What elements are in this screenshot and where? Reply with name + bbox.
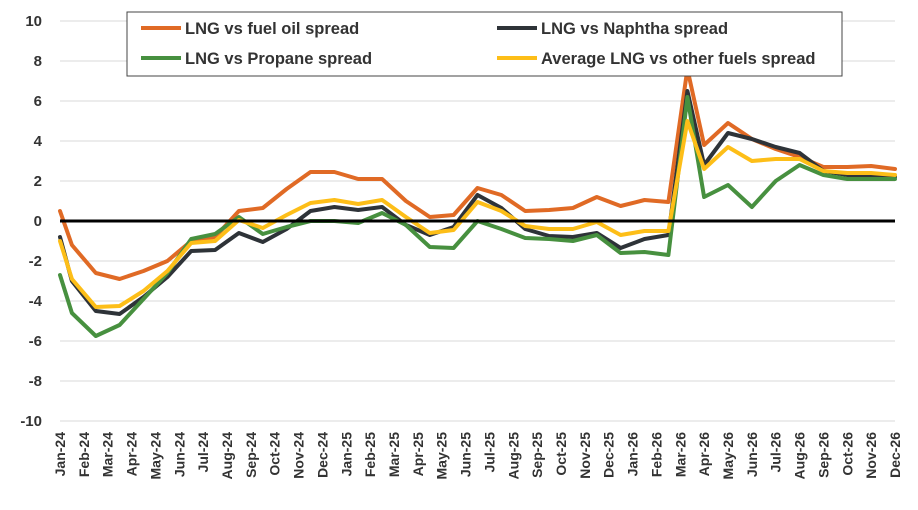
x-tick-label: Oct-25 — [553, 432, 569, 476]
series-lines — [58, 67, 897, 338]
x-tick-label: Nov-26 — [863, 432, 879, 479]
x-tick-label: Aug-24 — [219, 432, 235, 480]
y-axis-ticks: -10 -8 -6 -4 -2 0 2 4 6 8 10 — [20, 13, 42, 430]
x-tick-label: May-24 — [147, 432, 163, 480]
x-tick-label: Mar-26 — [672, 432, 688, 477]
y-tick-label: -4 — [29, 293, 43, 310]
x-tick-label: May-26 — [720, 432, 736, 480]
y-tick-label: 6 — [34, 93, 42, 110]
y-tick-label: 2 — [34, 173, 42, 190]
y-tick-label: -6 — [29, 333, 42, 350]
legend: LNG vs fuel oil spread LNG vs Naphtha spr… — [126, 11, 843, 77]
x-tick-label: May-25 — [434, 432, 450, 480]
x-tick-label: Feb-24 — [76, 432, 92, 477]
x-tick-label: Jul-24 — [195, 432, 211, 473]
x-tick-label: Feb-26 — [648, 432, 664, 477]
legend-label: LNG vs fuel oil spread — [185, 20, 359, 38]
x-tick-label: Jun-24 — [171, 432, 187, 477]
series-line-3 — [58, 95, 897, 338]
x-tick-label: Aug-25 — [505, 432, 521, 480]
x-tick-label: Apr-25 — [410, 432, 426, 477]
x-tick-label: Nov-25 — [577, 432, 593, 479]
x-axis-ticks: Jan-24 Feb-24 Mar-24 Apr-24 May-24 Jun-24 Jul-… — [52, 432, 903, 480]
y-tick-label: -10 — [20, 413, 42, 430]
x-tick-label: Dec-26 — [887, 432, 903, 478]
x-tick-label: Jun-25 — [458, 432, 474, 477]
legend-box — [126, 11, 843, 77]
legend-label: Average LNG vs other fuels spread — [541, 50, 815, 68]
x-tick-label: Jan-24 — [52, 432, 68, 477]
y-tick-label: 8 — [34, 53, 42, 70]
x-tick-label: Jul-25 — [481, 432, 497, 473]
x-tick-label: Dec-25 — [601, 432, 617, 478]
x-tick-label: Sep-25 — [529, 432, 545, 478]
y-tick-label: -8 — [29, 373, 42, 390]
x-tick-label: Jun-26 — [744, 432, 760, 477]
x-tick-label: Apr-24 — [124, 432, 140, 477]
x-tick-label: Oct-24 — [267, 432, 283, 476]
x-tick-label: Aug-26 — [792, 432, 808, 480]
x-tick-label: Oct-26 — [839, 432, 855, 476]
y-tick-label: 0 — [34, 213, 42, 230]
series-line-2 — [58, 89, 897, 316]
x-tick-label: Feb-25 — [362, 432, 378, 477]
y-tick-label: 10 — [25, 13, 42, 30]
x-tick-label: Jul-26 — [768, 432, 784, 473]
legend-label: LNG vs Naphtha spread — [541, 20, 728, 38]
x-tick-label: Apr-26 — [696, 432, 712, 477]
x-tick-label: Jan-26 — [625, 432, 641, 477]
x-tick-label: Dec-24 — [314, 432, 330, 478]
series-line-4 — [58, 119, 897, 309]
x-tick-label: Jan-25 — [338, 432, 354, 477]
x-tick-label: Sep-26 — [815, 432, 831, 478]
x-tick-label: Mar-24 — [100, 432, 116, 477]
y-tick-label: -2 — [29, 253, 42, 270]
y-tick-label: 4 — [34, 133, 43, 150]
x-tick-label: Mar-25 — [386, 432, 402, 477]
x-tick-label: Sep-24 — [243, 432, 259, 478]
legend-label: LNG vs Propane spread — [185, 50, 372, 68]
x-tick-label: Nov-24 — [291, 432, 307, 479]
